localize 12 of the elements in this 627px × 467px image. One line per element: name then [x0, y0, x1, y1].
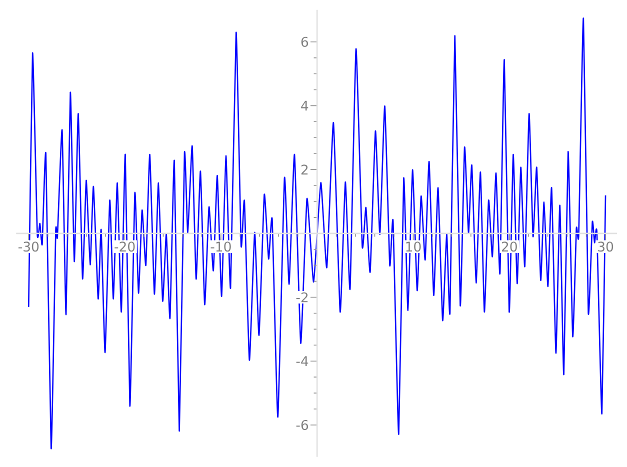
- x-tick-label: -30: [18, 242, 39, 252]
- x-tick-label: 20: [502, 242, 517, 252]
- x-tick-label: -10: [210, 242, 231, 252]
- y-tick-label: 4: [301, 100, 308, 111]
- y-tick-label: 6: [301, 36, 308, 47]
- y-tick-label: -4: [296, 356, 308, 366]
- x-tick-label: 30: [598, 242, 614, 252]
- y-tick-label: -6: [296, 420, 308, 430]
- x-tick-label: 10: [406, 242, 421, 252]
- x-tick-label: -20: [114, 242, 135, 252]
- y-tick-label: -2: [296, 292, 308, 302]
- y-tick-label: 2: [301, 164, 308, 175]
